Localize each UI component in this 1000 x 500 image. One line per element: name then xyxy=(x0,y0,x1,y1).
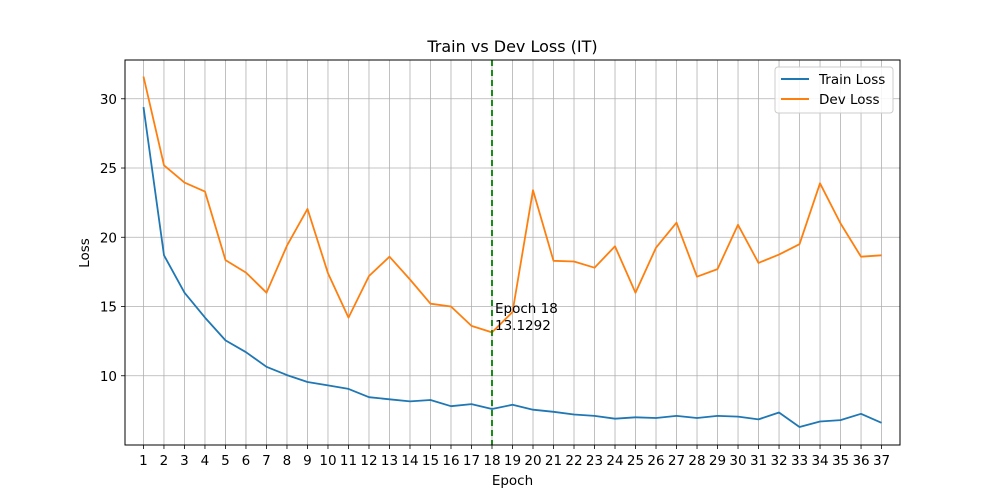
x-tick-label: 25 xyxy=(627,453,644,469)
x-tick-label: 13 xyxy=(381,453,398,469)
x-tick-label: 20 xyxy=(524,453,541,469)
x-tick-label: 8 xyxy=(283,453,292,469)
x-tick-label: 34 xyxy=(811,453,828,469)
y-tick-label: 25 xyxy=(100,161,117,177)
x-tick-label: 35 xyxy=(832,453,849,469)
best-epoch-annotation: Epoch 18 13.1292 xyxy=(495,301,558,334)
legend-label-dev: Dev Loss xyxy=(819,92,880,108)
annotation-value: 13.1292 xyxy=(495,318,551,334)
y-tick-label: 10 xyxy=(100,369,117,385)
dev-loss-line xyxy=(142,76,882,334)
y-tick-label: 20 xyxy=(100,230,117,246)
x-tick-label: 6 xyxy=(242,453,251,469)
x-tick-label: 2 xyxy=(160,453,169,469)
series-lines xyxy=(142,76,882,428)
x-tick-label: 4 xyxy=(201,453,210,469)
x-tick-label: 9 xyxy=(303,453,312,469)
x-tick-label: 17 xyxy=(463,453,480,469)
x-tick-label: 1 xyxy=(139,453,148,469)
x-tick-label: 36 xyxy=(852,453,869,469)
x-tick-label: 29 xyxy=(709,453,726,469)
x-axis-label: Epoch xyxy=(492,473,533,489)
y-axis-label: Loss xyxy=(77,238,93,268)
x-tick-label: 27 xyxy=(668,453,685,469)
y-tick-label: 30 xyxy=(100,92,117,108)
x-tick-label: 24 xyxy=(606,453,623,469)
x-tick-label: 37 xyxy=(873,453,890,469)
x-tick-label: 22 xyxy=(565,453,582,469)
x-tick-label: 32 xyxy=(770,453,787,469)
x-tick-label: 12 xyxy=(360,453,377,469)
x-tick-label: 26 xyxy=(647,453,664,469)
train-loss-line xyxy=(142,106,882,428)
x-tick-label: 15 xyxy=(422,453,439,469)
x-tick-label: 10 xyxy=(319,453,336,469)
grid xyxy=(125,60,900,445)
annotation-epoch: Epoch 18 xyxy=(495,301,558,317)
x-tick-label: 14 xyxy=(401,453,418,469)
legend-label-train: Train Loss xyxy=(818,72,885,88)
x-tick-label: 21 xyxy=(545,453,562,469)
ticks: 1 2 3 4 5 6 7 8 9 10 11 12 13 14 15 16 17 18 19 20 21 22 23 24 2… xyxy=(100,92,890,469)
x-tick-label: 5 xyxy=(221,453,230,469)
chart-title: Train vs Dev Loss (IT) xyxy=(426,37,597,56)
x-tick-label: 28 xyxy=(688,453,705,469)
x-tick-label: 19 xyxy=(504,453,521,469)
x-tick-label: 23 xyxy=(586,453,603,469)
x-tick-label: 3 xyxy=(180,453,189,469)
x-tick-label: 7 xyxy=(262,453,271,469)
y-tick-label: 15 xyxy=(100,300,117,316)
x-tick-label: 31 xyxy=(750,453,767,469)
x-tick-label: 16 xyxy=(442,453,459,469)
legend: Train Loss Dev Loss xyxy=(774,66,894,114)
x-tick-label: 18 xyxy=(483,453,500,469)
x-tick-label: 11 xyxy=(340,453,357,469)
x-tick-label: 30 xyxy=(729,453,746,469)
x-tick-label: 33 xyxy=(791,453,808,469)
